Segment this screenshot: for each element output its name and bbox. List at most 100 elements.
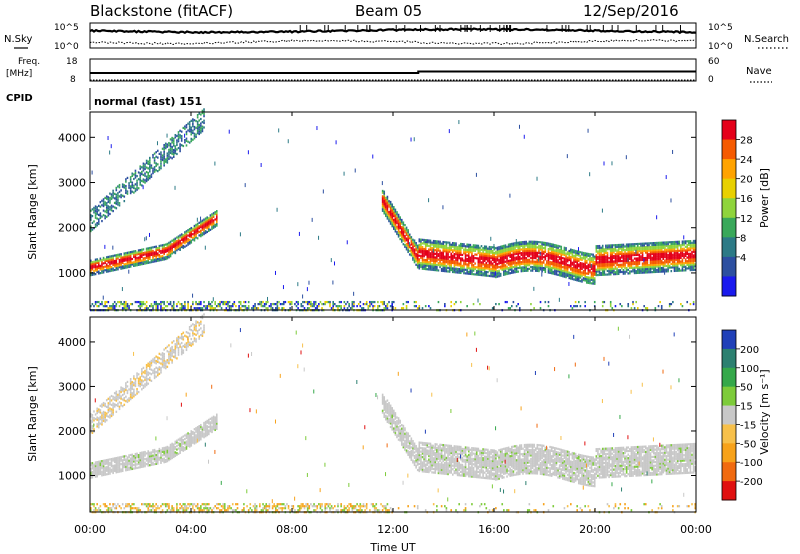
data-cell [598, 261, 601, 264]
data-cell [386, 206, 389, 209]
data-cell [139, 300, 142, 304]
data-cell [101, 264, 103, 267]
data-cell [171, 157, 173, 160]
data-cell [688, 241, 690, 245]
data-cell [670, 262, 673, 265]
data-cell [659, 270, 661, 273]
data-cell [657, 254, 660, 257]
data-cell [91, 214, 94, 218]
data-cell [128, 305, 130, 308]
data-cell [444, 259, 446, 262]
data-cell [180, 305, 183, 308]
data-cell [625, 155, 627, 160]
data-cell [169, 138, 172, 141]
data-cell [188, 125, 191, 128]
data-cell [104, 302, 106, 306]
data-cell [603, 266, 606, 269]
data-cell [156, 307, 159, 310]
data-cell [590, 271, 593, 274]
data-cell [118, 300, 121, 304]
data-cell [136, 251, 138, 254]
data-cell [681, 247, 684, 250]
data-cell [475, 253, 478, 256]
data-cell [616, 271, 618, 274]
data-cell [418, 263, 421, 266]
data-cell [511, 271, 513, 274]
data-cell [571, 272, 574, 275]
data-cell [91, 425, 94, 428]
data-cell [105, 268, 108, 272]
data-cell [654, 252, 657, 255]
data-cell [565, 270, 567, 273]
data-cell [156, 257, 159, 261]
data-cell [662, 243, 665, 246]
data-cell [180, 233, 183, 236]
data-cell [150, 175, 153, 178]
data-cell [453, 254, 456, 258]
data-cell [410, 250, 413, 253]
data-cell [196, 132, 199, 135]
data-cell [528, 251, 531, 254]
data-cell [542, 252, 545, 255]
data-cell [385, 198, 387, 201]
data-cell [616, 251, 618, 254]
data-cell [161, 300, 164, 304]
data-cell [542, 243, 545, 246]
data-cell [562, 275, 564, 278]
data-cell [120, 470, 122, 473]
data-cell [635, 261, 637, 264]
data-cell [614, 244, 617, 247]
data-cell [168, 141, 170, 145]
data-cell [574, 269, 577, 272]
data-cell [211, 216, 213, 220]
data-cell [611, 267, 614, 270]
data-cell [541, 243, 543, 246]
data-cell [187, 243, 189, 246]
data-cell [450, 256, 453, 259]
data-cell [112, 262, 114, 265]
data-cell [274, 307, 277, 310]
data-cell [533, 253, 535, 256]
data-cell [105, 270, 108, 273]
data-cell [429, 243, 432, 246]
data-cell [445, 252, 448, 255]
data-cell [672, 244, 674, 247]
data-cell [625, 254, 628, 257]
data-cell [560, 272, 563, 276]
data-cell [617, 252, 620, 256]
data-cell [694, 265, 697, 268]
data-cell [385, 209, 387, 212]
data-cell [372, 154, 374, 159]
data-cell [447, 259, 449, 262]
data-cell [531, 240, 534, 243]
data-cell [630, 264, 633, 268]
data-cell [636, 244, 639, 247]
data-cell [163, 150, 165, 153]
data-cell [471, 260, 473, 263]
data-cell [504, 255, 507, 258]
data-cell [150, 261, 153, 264]
data-cell [584, 261, 586, 264]
data-cell [570, 261, 572, 264]
data-cell [397, 215, 400, 218]
data-cell [105, 259, 108, 262]
data-cell [105, 211, 108, 214]
data-cell [511, 266, 513, 269]
data-cell [412, 242, 414, 245]
data-cell [104, 411, 106, 414]
data-cell [563, 253, 566, 257]
data-cell [495, 261, 497, 264]
data-cell [94, 207, 97, 210]
data-cell [640, 244, 642, 247]
data-cell [117, 268, 119, 271]
data-cell [520, 241, 523, 244]
data-cell [691, 267, 693, 270]
data-cell [453, 267, 456, 270]
data-cell [102, 269, 105, 272]
data-cell [93, 419, 95, 422]
data-cell [209, 221, 212, 224]
data-cell [139, 256, 142, 259]
data-cell [238, 307, 240, 310]
data-cell [630, 257, 633, 260]
data-cell [188, 233, 191, 236]
